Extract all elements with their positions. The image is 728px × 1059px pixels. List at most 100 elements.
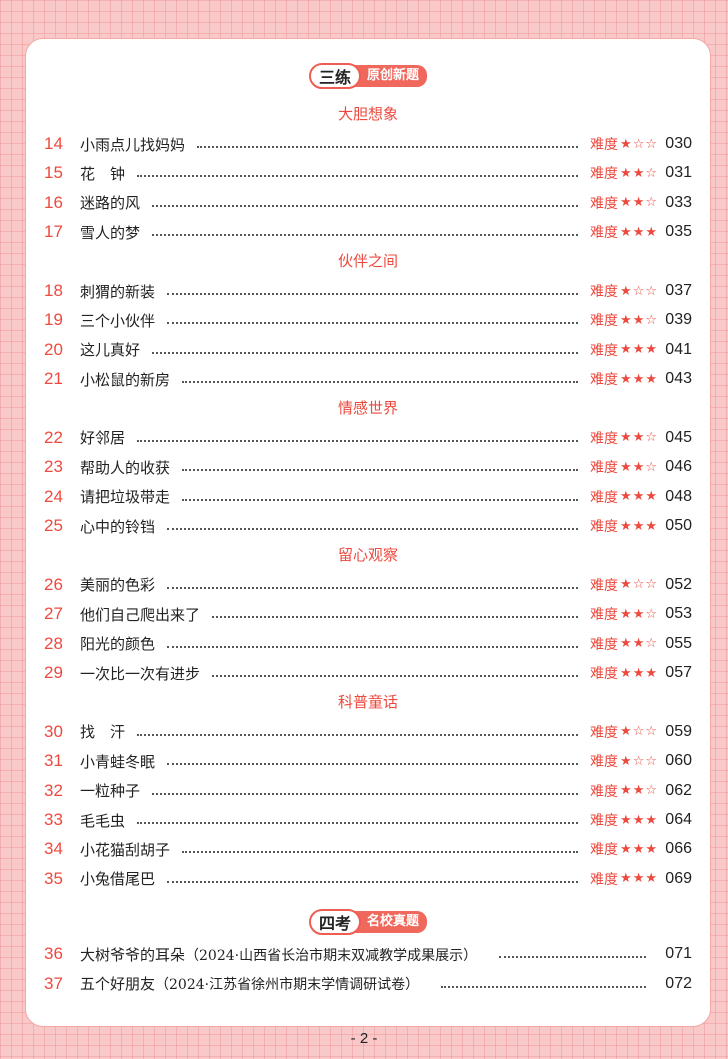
- star-filled-icon: ★: [620, 342, 633, 358]
- part3-badge-label: 三练: [308, 63, 361, 89]
- entry-number: 21: [44, 369, 63, 389]
- difficulty-stars: ★★★: [620, 813, 658, 828]
- star-empty-icon: ☆: [645, 724, 658, 740]
- toc-entry[interactable]: 33 毛毛虫 难度 ★★★ 064: [26, 805, 710, 834]
- difficulty-stars: ★☆☆: [620, 284, 658, 299]
- toc-entry[interactable]: 34 小花猫刮胡子 难度 ★★★ 066: [26, 835, 710, 864]
- toc-entry[interactable]: 30 找 汗难度 ★☆☆ 059: [26, 717, 710, 746]
- toc-entry[interactable]: 25 心中的铃铛 难度 ★★★ 050: [26, 511, 710, 540]
- part4-badge-subtitle: 名校真题: [353, 910, 428, 933]
- difficulty-label: 难度: [590, 372, 619, 389]
- toc-entry[interactable]: 36 大树爷爷的耳朵（2024·山西省长治市期末双减教学成果展示） 071: [26, 940, 710, 969]
- entry-number: 37: [44, 973, 63, 993]
- star-filled-icon: ★: [645, 224, 658, 240]
- toc-entry[interactable]: 19 三个小伙伴 难度 ★★☆ 039: [26, 306, 710, 335]
- entry-number: 22: [44, 427, 63, 447]
- toc-entry[interactable]: 20 这儿真好 难度 ★★★ 041: [26, 335, 710, 364]
- part3-badge: 三练 原创新题: [26, 63, 710, 89]
- toc-entry[interactable]: 16 迷路的风 难度 ★★☆ 033: [26, 188, 710, 217]
- toc-entry[interactable]: 26 美丽的色彩 难度 ★☆☆ 052: [26, 570, 710, 599]
- section-heading: 留心观察: [337, 545, 398, 564]
- toc-entry[interactable]: 27 他们自己爬出来了 难度 ★★☆ 053: [26, 600, 710, 629]
- entry-title: 小雨点儿找妈妈: [80, 135, 186, 154]
- dot-leader: [441, 985, 646, 988]
- dot-leader: [197, 146, 579, 149]
- toc-entry[interactable]: 15 花 钟难度 ★★☆ 031: [26, 159, 710, 188]
- dot-leader: [152, 204, 579, 207]
- entry-title: 阳光的颜色: [80, 635, 156, 654]
- difficulty-label: 难度: [590, 225, 619, 242]
- entry-page: 035: [665, 223, 692, 241]
- difficulty-stars: ★☆☆: [620, 137, 658, 152]
- entry-title-group: 大树爷爷的耳朵（2024·山西省长治市期末双减教学成果展示）: [80, 944, 477, 965]
- toc-entry[interactable]: 37 五个好朋友（2024·江苏省徐州市期末学情调研试卷） 072: [26, 969, 710, 998]
- entry-title: 花 钟: [80, 164, 126, 183]
- entry-title: 刺猬的新装: [80, 282, 156, 301]
- star-empty-icon: ☆: [645, 136, 658, 152]
- entry-number: 28: [44, 633, 63, 653]
- difficulty-stars: ★☆☆: [620, 577, 658, 592]
- entry-page: 055: [665, 634, 692, 652]
- entry-page: 048: [665, 487, 692, 505]
- difficulty-stars: ★★☆: [620, 783, 658, 798]
- section-heading: 大胆想象: [337, 105, 398, 123]
- entry-number: 25: [44, 516, 63, 536]
- entry-page: 066: [665, 840, 692, 858]
- star-filled-icon: ★: [620, 518, 633, 534]
- toc-entry[interactable]: 18 刺猬的新装 难度 ★☆☆ 037: [26, 276, 710, 305]
- star-empty-icon: ☆: [645, 606, 658, 622]
- entry-number: 19: [44, 310, 63, 330]
- star-filled-icon: ★: [620, 459, 633, 475]
- toc-entry[interactable]: 23 帮助人的收获 难度 ★★☆ 046: [26, 453, 710, 482]
- difficulty-label: 难度: [590, 607, 619, 624]
- star-filled-icon: ★: [632, 606, 646, 622]
- toc-entry[interactable]: 24 请把垃圾带走 难度 ★★★ 048: [26, 482, 710, 511]
- star-empty-icon: ☆: [645, 753, 658, 769]
- toc-entry[interactable]: 35 小兔借尾巴 难度 ★★★ 069: [26, 864, 710, 893]
- difficulty-stars: ★★☆: [620, 460, 658, 475]
- star-filled-icon: ★: [632, 665, 646, 681]
- entry-number: 24: [44, 486, 63, 506]
- dot-leader: [167, 586, 579, 589]
- difficulty-stars: ★★★: [620, 372, 658, 387]
- entry-number: 14: [44, 134, 63, 154]
- star-filled-icon: ★: [645, 665, 658, 681]
- entry-number: 30: [44, 721, 63, 741]
- dot-leader: [212, 675, 579, 678]
- toc-entry[interactable]: 17 雪人的梦 难度 ★★★ 035: [26, 218, 710, 247]
- toc-entry[interactable]: 31 小青蛙冬眠 难度 ★☆☆ 060: [26, 747, 710, 776]
- entry-page: 045: [665, 428, 692, 446]
- star-filled-icon: ★: [620, 783, 633, 799]
- dot-leader: [499, 956, 646, 959]
- difficulty-label: 难度: [590, 342, 619, 359]
- difficulty-label: 难度: [590, 636, 619, 653]
- dot-leader: [167, 528, 579, 531]
- entry-title: 这儿真好: [80, 341, 141, 360]
- entry-number: 17: [44, 222, 63, 242]
- entry-source: （2024·山西省长治市期末双减教学成果展示）: [185, 947, 478, 964]
- star-filled-icon: ★: [632, 312, 646, 328]
- dot-leader: [152, 792, 579, 795]
- entry-number: 36: [44, 944, 63, 964]
- toc-entry[interactable]: 29 一次比一次有进步 难度 ★★★ 057: [26, 658, 710, 687]
- entry-number: 20: [44, 339, 63, 359]
- entry-page: 059: [665, 722, 692, 740]
- entry-title: 帮助人的收获: [80, 458, 171, 477]
- dot-leader: [152, 351, 579, 354]
- dot-leader: [182, 851, 579, 854]
- toc-entry[interactable]: 22 好邻居 难度 ★★☆ 045: [26, 423, 710, 452]
- entry-page: 031: [665, 164, 692, 182]
- entry-number: 27: [44, 604, 63, 624]
- part3-list: 大胆想象 14 小雨点儿找妈妈 难度 ★☆☆ 030 15 花 钟难度 ★★☆ 031 16 迷路的风…: [26, 100, 710, 894]
- dot-leader: [212, 616, 579, 619]
- toc-entry[interactable]: 32 一粒种子 难度 ★★☆ 062: [26, 776, 710, 805]
- star-filled-icon: ★: [620, 812, 633, 828]
- difficulty-label: 难度: [590, 313, 619, 330]
- section-heading: 情感世界: [337, 398, 398, 417]
- star-filled-icon: ★: [620, 430, 633, 446]
- difficulty-stars: ★★★: [620, 842, 658, 857]
- star-empty-icon: ☆: [645, 577, 658, 593]
- toc-entry[interactable]: 21 小松鼠的新房 难度 ★★★ 043: [26, 365, 710, 394]
- toc-entry[interactable]: 28 阳光的颜色 难度 ★★☆ 055: [26, 629, 710, 658]
- toc-entry[interactable]: 14 小雨点儿找妈妈 难度 ★☆☆ 030: [26, 129, 710, 158]
